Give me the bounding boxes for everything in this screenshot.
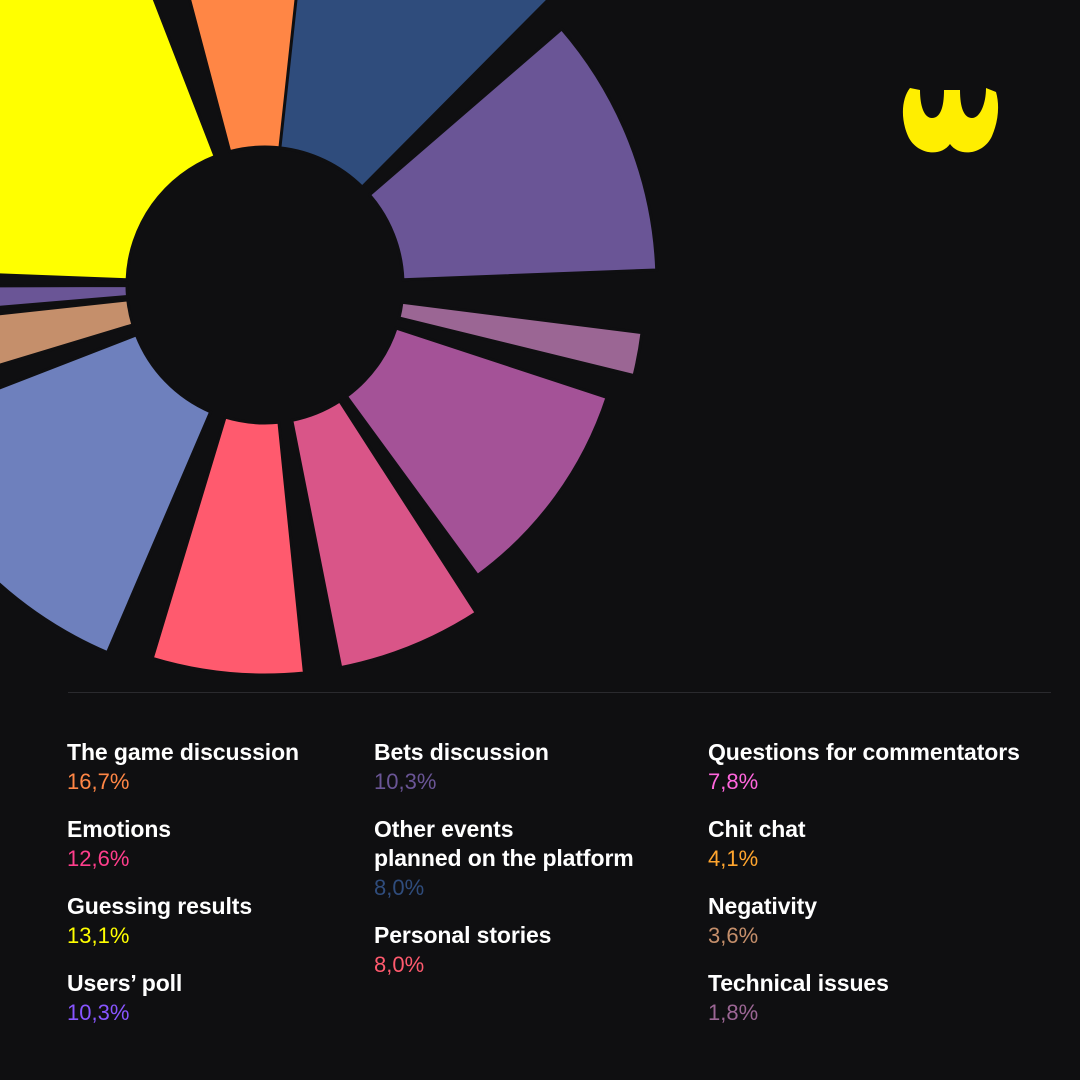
slice-lavender xyxy=(0,283,130,309)
legend-value: 3,6% xyxy=(708,923,759,948)
legend-label: Users’ poll xyxy=(67,970,183,996)
legend-value: 10,3% xyxy=(374,769,437,794)
legend-label: Technical issues xyxy=(708,970,889,996)
legend-item: Personal stories 8,0% xyxy=(374,921,634,979)
legend-item: Technical issues 1,8% xyxy=(708,969,1020,1027)
legend-column-2: Bets discussion 10,3% Other events planned… xyxy=(374,738,634,998)
legend-label: Emotions xyxy=(67,816,171,842)
slice-negativity xyxy=(0,298,135,367)
legend-value: 16,7% xyxy=(67,769,130,794)
legend-label: Guessing results xyxy=(67,893,253,919)
legend-label: Personal stories xyxy=(374,922,552,948)
legend-value: 13,1% xyxy=(67,923,130,948)
slice-other-events-planned-on-the-platform xyxy=(278,0,551,189)
divider xyxy=(68,692,1051,693)
legend-value: 1,8% xyxy=(708,1000,759,1025)
legend-item: Emotions 12,6% xyxy=(67,815,299,873)
legend-label: Chit chat xyxy=(708,816,806,842)
omega-logo-icon xyxy=(902,88,999,153)
legend-item: Other events planned on the platform 8,0% xyxy=(374,815,634,902)
legend-label: Bets discussion xyxy=(374,739,549,765)
legend-label: Questions for commentators xyxy=(708,739,1020,765)
legend-column-1: The game discussion 16,7% Emotions 12,6% Gue… xyxy=(67,738,299,1046)
slice-personal-stories xyxy=(150,415,306,677)
slice-bets-discussion xyxy=(367,27,659,282)
legend-value: 4,1% xyxy=(708,846,759,871)
legend-value: 8,0% xyxy=(374,952,425,977)
legend-column-3: Questions for commentators 7,8% Chit chat 4… xyxy=(708,738,1020,1046)
legend-item: Chit chat 4,1% xyxy=(708,815,1020,873)
legend-item: Negativity 3,6% xyxy=(708,892,1020,950)
legend-item: Questions for commentators 7,8% xyxy=(708,738,1020,796)
legend-label: Other events planned on the platform xyxy=(374,816,634,871)
legend-label: Negativity xyxy=(708,893,817,919)
slice-questions-for-commentators xyxy=(290,399,478,670)
slice-users-poll xyxy=(0,333,213,655)
legend-value: 10,3% xyxy=(67,1000,130,1025)
slice-guessing-results xyxy=(0,0,217,282)
legend-item: Users’ poll 10,3% xyxy=(67,969,299,1027)
slice-chit-chat xyxy=(345,326,609,578)
slice-technical-issues xyxy=(397,300,644,378)
legend-item: Guessing results 13,1% xyxy=(67,892,299,950)
legend-item: Bets discussion 10,3% xyxy=(374,738,634,796)
legend-value: 8,0% xyxy=(374,875,425,900)
legend-label: The game discussion xyxy=(67,739,299,765)
legend-value: 12,6% xyxy=(67,846,130,871)
legend-value: 7,8% xyxy=(708,769,759,794)
legend-item: The game discussion 16,7% xyxy=(67,738,299,796)
